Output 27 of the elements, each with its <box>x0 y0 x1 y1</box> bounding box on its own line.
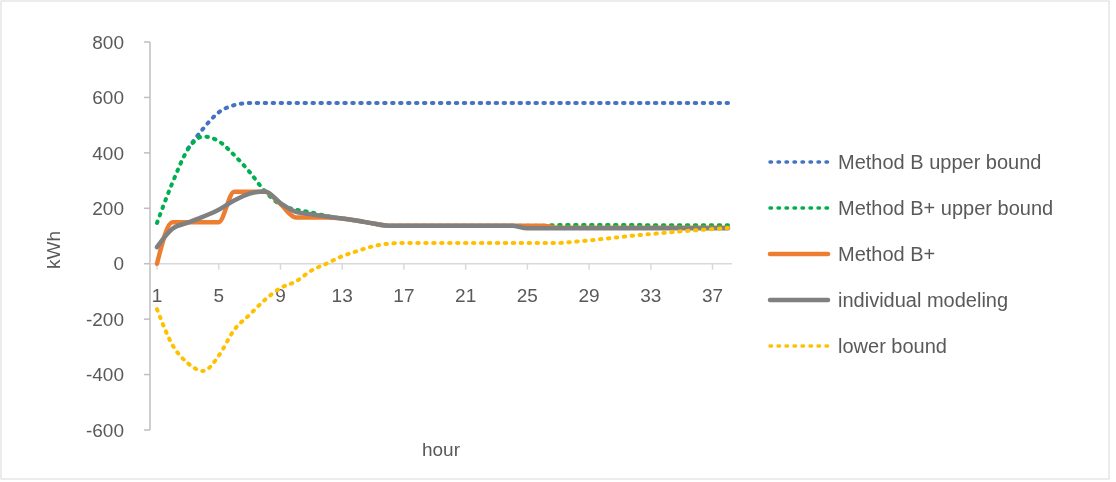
line-series <box>154 189 731 250</box>
x-tick-label: 13 <box>331 284 353 306</box>
x-tick-label: 1 <box>151 284 163 306</box>
x-tick-label: 29 <box>578 284 600 306</box>
x-tick-label: 37 <box>702 284 724 306</box>
x-axis-title: hour <box>421 439 461 460</box>
y-axis-title: kWh <box>43 231 64 269</box>
x-tick-label: 33 <box>640 284 662 306</box>
y-tick-label: -200 <box>85 308 124 330</box>
y-tick-label: 200 <box>92 197 124 219</box>
y-tick-label: 800 <box>92 31 124 53</box>
y-tick-label: -400 <box>85 364 124 386</box>
y-tick-label: 0 <box>113 253 124 275</box>
legend-label: individual modeling <box>838 289 1009 311</box>
legend-label: Method B+ upper bound <box>838 197 1054 219</box>
legend-label: Method B upper bound <box>838 151 1042 173</box>
x-tick-label: 17 <box>393 284 415 306</box>
x-tick-label: 25 <box>516 284 538 306</box>
y-tick-label: 600 <box>92 87 124 109</box>
x-tick-label: 21 <box>455 284 477 306</box>
line-series <box>185 100 730 151</box>
legend-label: Method B+ <box>838 243 936 265</box>
x-tick-label: 5 <box>213 284 225 306</box>
y-tick-label: 400 <box>92 142 124 164</box>
line-series <box>155 225 730 373</box>
y-tick-label: -600 <box>85 419 124 441</box>
legend-label: lower bound <box>838 335 947 357</box>
